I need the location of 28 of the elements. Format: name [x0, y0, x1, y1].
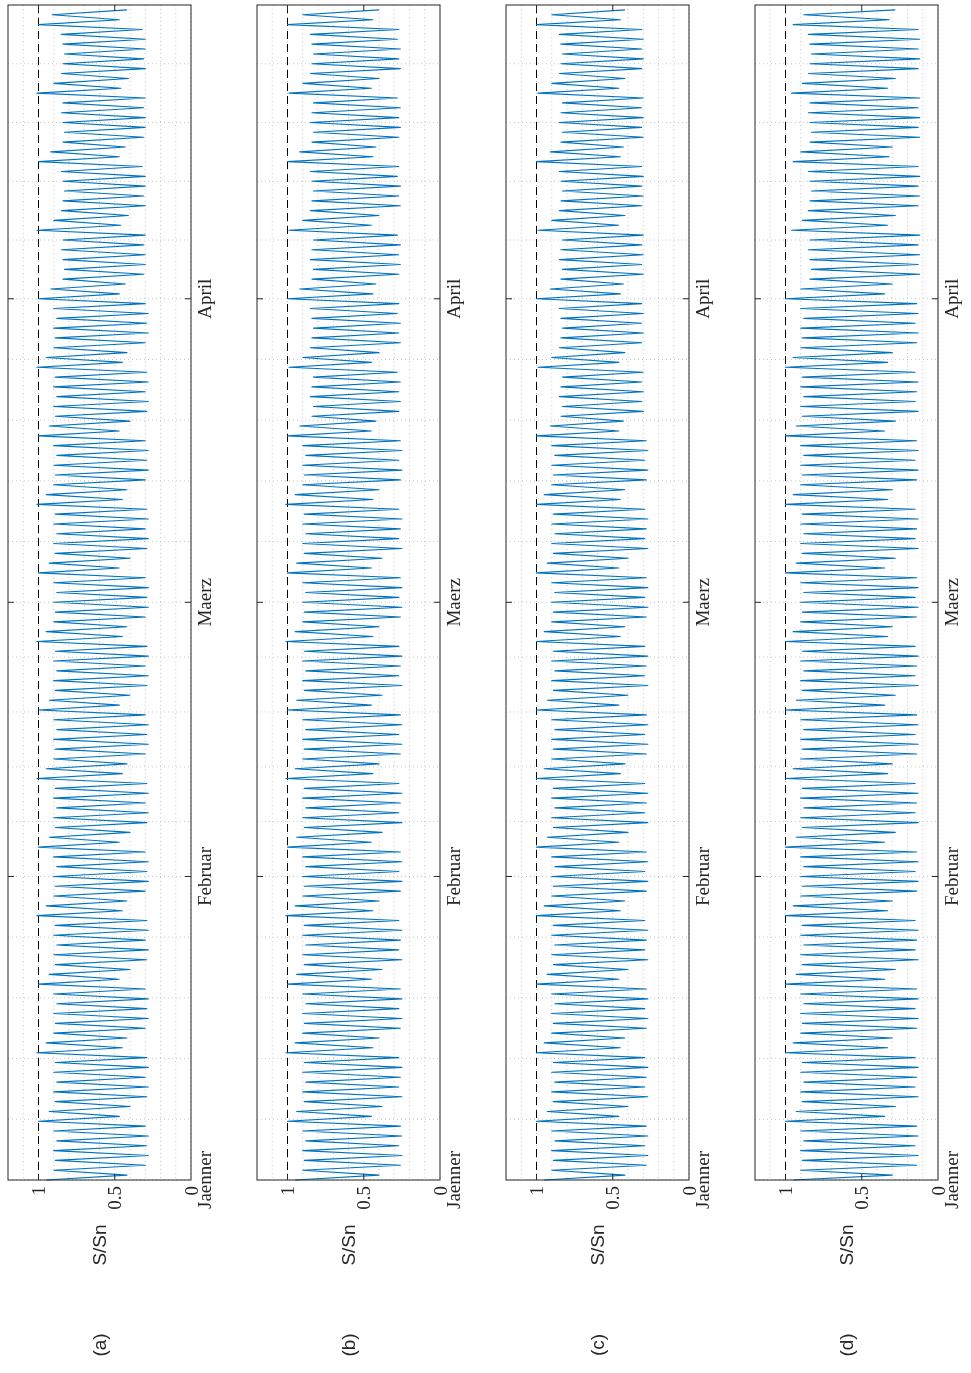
y-axis-title: S/Sn: [836, 1224, 858, 1266]
text: (d): [836, 1333, 858, 1357]
x-tick-label: 0.5: [602, 1186, 624, 1210]
y-tick-label: Maerz: [194, 578, 215, 627]
y-tick-label: Februar: [443, 846, 464, 907]
y-tick-label: April: [941, 278, 962, 319]
x-tick-label: 1: [28, 1186, 50, 1196]
text: (a): [89, 1333, 111, 1357]
text: (c): [587, 1333, 609, 1357]
y-tick-label: Maerz: [443, 578, 464, 627]
text: (b): [338, 1333, 360, 1357]
y-tick-label: Februar: [194, 846, 215, 907]
y-axis-title: S/Sn: [587, 1224, 609, 1266]
y-tick-label: April: [194, 278, 215, 319]
y-tick-label: Februar: [941, 846, 962, 907]
y-axis-title: S/Sn: [338, 1224, 360, 1266]
x-tick-label: 0.5: [353, 1186, 375, 1210]
y-tick-label: April: [692, 278, 713, 319]
x-tick-label: 1: [526, 1186, 548, 1196]
y-tick-label: Maerz: [692, 578, 713, 627]
y-tick-label: Februar: [692, 846, 713, 907]
x-tick-label: 0.5: [851, 1186, 873, 1210]
x-tick-label: 1: [277, 1186, 299, 1196]
y-tick-label: Maerz: [941, 578, 962, 627]
y-tick-label: April: [443, 278, 464, 319]
y-axis-title: S/Sn: [89, 1224, 111, 1266]
x-tick-label: 1: [775, 1186, 797, 1196]
x-tick-label: 0.5: [104, 1186, 126, 1210]
